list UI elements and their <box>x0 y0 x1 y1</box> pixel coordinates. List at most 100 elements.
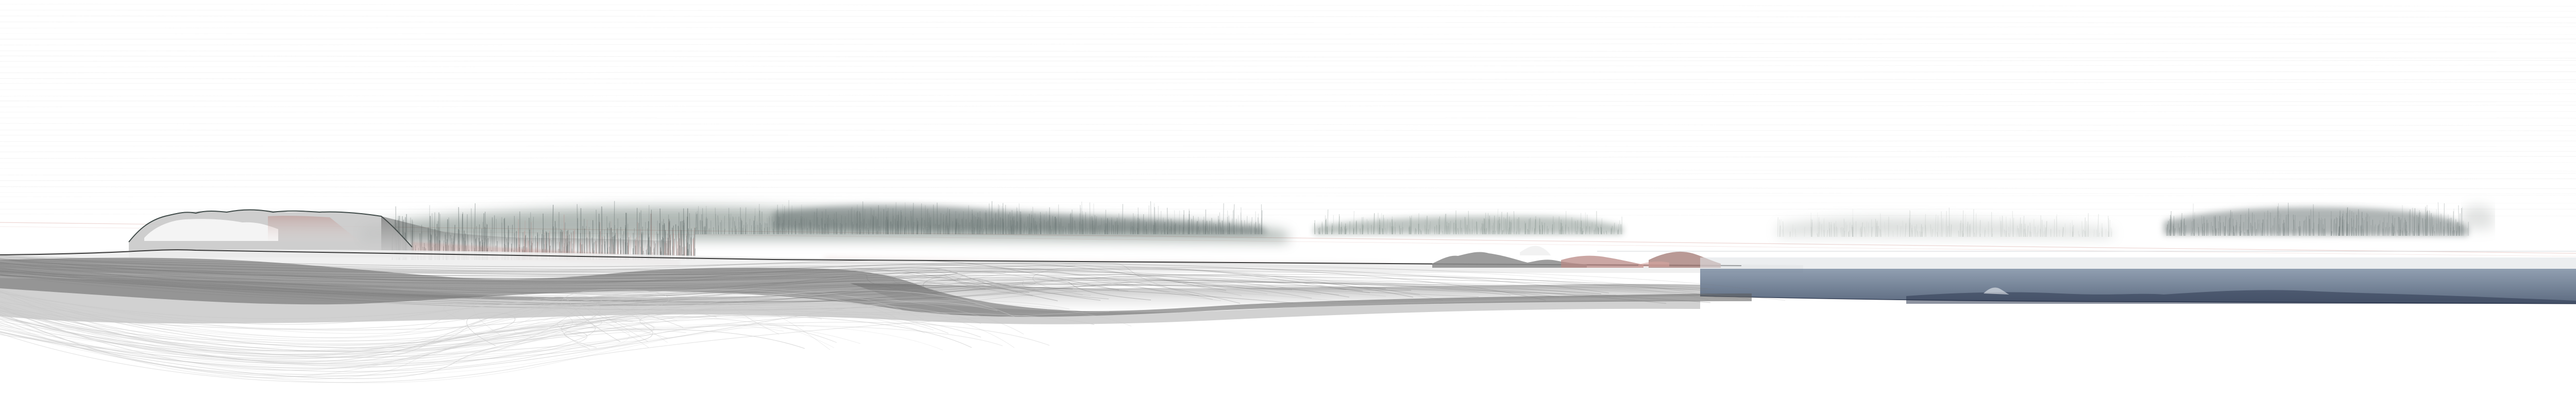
mist-streak <box>982 229 984 235</box>
mist-streak <box>1084 215 1086 235</box>
mist-streak <box>1163 217 1164 235</box>
mist-streak <box>2367 214 2368 236</box>
mist-streak <box>814 212 815 235</box>
mist-streak <box>841 215 842 235</box>
mist-streak <box>2439 222 2441 236</box>
mist-streak <box>1222 220 1223 235</box>
mist-streak <box>1148 205 1149 235</box>
mist-streak <box>2256 229 2257 236</box>
mist-streak <box>1852 227 1854 237</box>
mist-streak <box>1818 232 1819 237</box>
mist-streak <box>2348 223 2349 236</box>
mist-streak <box>669 220 671 261</box>
mist-streak <box>1541 229 1543 235</box>
mist-streak <box>1611 229 1612 235</box>
mist-streak <box>2101 231 2103 237</box>
mist-streak <box>747 224 748 235</box>
mist-streak <box>1117 224 1118 235</box>
mist-streak <box>1817 233 1818 237</box>
mist-streak <box>782 222 783 235</box>
mist-streak <box>2084 217 2086 237</box>
mist-streak <box>764 222 766 235</box>
mist-streak <box>2355 228 2357 236</box>
mist-streak <box>900 221 901 235</box>
mist-streak <box>2453 209 2454 236</box>
mist-streak <box>2399 217 2401 236</box>
flow-line <box>0 259 1036 294</box>
mist-streak <box>2338 233 2339 236</box>
mist-streak <box>1458 228 1459 235</box>
mist-streak <box>2214 217 2216 236</box>
sky-rule-lines <box>0 4 2576 217</box>
mist-streak <box>2392 225 2393 236</box>
mist-streak <box>2338 226 2340 236</box>
mist-streak <box>1493 222 1495 235</box>
mist-streak <box>1238 215 1239 235</box>
mist-streak <box>2280 214 2281 236</box>
mist-streak <box>1409 226 1410 235</box>
mist-streak <box>890 221 891 235</box>
sky-rule-line <box>0 43 2576 45</box>
mist-streak <box>1539 217 1540 235</box>
mist-streak <box>1529 217 1531 235</box>
mist-streak <box>2287 228 2289 236</box>
mist-streak <box>935 223 936 235</box>
mist-streak <box>718 229 719 235</box>
mist-streak <box>778 223 779 235</box>
mist-streak <box>2072 231 2073 237</box>
mist-streak <box>1167 232 1168 235</box>
mist-streak <box>2248 230 2249 236</box>
mist-streak <box>916 226 918 235</box>
flow-line <box>0 269 1199 296</box>
mist-streak <box>2418 225 2419 236</box>
mist-streak <box>1338 221 1340 235</box>
flow-line <box>0 255 1120 290</box>
mist-streak <box>759 223 761 235</box>
sky-rule-line <box>0 156 2576 159</box>
mist-streak <box>2035 226 2036 237</box>
mist-streak <box>1182 214 1184 235</box>
lower-trace <box>0 324 784 367</box>
mist-streak <box>1831 222 1832 237</box>
mist-streak <box>986 210 987 235</box>
mist-streak <box>1005 228 1007 235</box>
mist-streak <box>2441 214 2442 236</box>
mist-streak <box>1152 229 1154 235</box>
mist-streak <box>2207 223 2208 236</box>
lower-trace <box>0 327 861 384</box>
mist-streak <box>985 212 986 235</box>
mist-streak <box>736 229 737 235</box>
mist-streak <box>2342 216 2343 236</box>
mist-streak <box>1158 205 1159 235</box>
mist-streak <box>1258 213 1259 235</box>
mist-streak <box>788 220 789 235</box>
mist-streak <box>1206 220 1208 235</box>
flow-line <box>0 270 1091 301</box>
mist-streak <box>1221 227 1222 235</box>
mist-streak <box>2193 219 2195 236</box>
mist-streak <box>2287 214 2289 236</box>
mist-streak <box>1392 216 1393 235</box>
mist-streak <box>1554 222 1555 235</box>
flow-line <box>0 258 1609 293</box>
mist-streak <box>689 213 691 261</box>
mist-streak <box>1155 220 1156 235</box>
mist-streak <box>811 230 812 235</box>
mist-streak <box>700 220 701 235</box>
mist-streak <box>1219 212 1221 235</box>
mist-streak <box>724 229 725 235</box>
mist-streak <box>2262 219 2263 236</box>
mist-streak <box>1502 230 1503 235</box>
mist-streak <box>1852 224 1853 237</box>
mist-streak <box>1866 221 1868 237</box>
mist-streak <box>2004 229 2006 237</box>
mist-streak <box>2456 222 2459 236</box>
mist-streak <box>1402 227 1403 235</box>
lower-trace <box>0 309 934 348</box>
flow-line <box>0 270 1511 296</box>
mist-streak <box>2295 215 2296 236</box>
mist-streak <box>1138 207 1139 235</box>
lower-trace <box>0 329 805 379</box>
flow-line <box>0 263 1526 296</box>
